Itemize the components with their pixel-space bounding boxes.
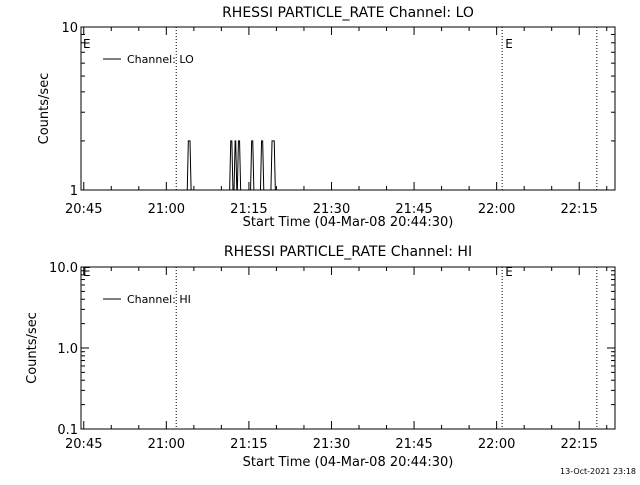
y-tick-label: 10.0 <box>49 261 78 276</box>
x-tick-label: 22:00 <box>478 202 515 217</box>
event-marker-label: E <box>83 265 91 279</box>
x-tick-label: 21:30 <box>313 202 350 217</box>
panel-hi: RHESSI PARTICLE_RATE Channel: HI Start Ti… <box>25 244 616 470</box>
legend-label: Channel: LO <box>127 53 194 66</box>
x-tick-label: 21:00 <box>148 202 185 217</box>
x-tick-label: 21:45 <box>395 202 432 217</box>
x-tick-label: 21:15 <box>230 202 267 217</box>
footer-timestamp: 13-Oct-2021 23:18 <box>560 467 636 476</box>
x-tick-label: 21:15 <box>230 437 267 452</box>
panel-lo: RHESSI PARTICLE_RATE Channel: LO Start Ti… <box>37 5 616 230</box>
y-tick-label: 1 <box>70 184 78 199</box>
x-tick-label: 20:45 <box>65 437 102 452</box>
series-line <box>186 140 276 191</box>
x-axis-label: Start Time (04-Mar-08 20:44:30) <box>243 215 454 230</box>
plot-frame <box>80 266 616 430</box>
x-tick-label: 20:45 <box>65 202 102 217</box>
x-tick-label: 22:15 <box>560 202 597 217</box>
x-tick-label: 21:30 <box>313 437 350 452</box>
y-axis-label: Counts/sec <box>37 73 52 145</box>
chart-title: RHESSI PARTICLE_RATE Channel: LO <box>222 5 474 21</box>
x-tick-label: 21:00 <box>148 437 185 452</box>
plot-frame <box>80 26 616 191</box>
legend-label: Channel: HI <box>127 293 191 306</box>
x-axis-label: Start Time (04-Mar-08 20:44:30) <box>243 455 454 470</box>
y-tick-label: 0.1 <box>57 423 78 438</box>
event-marker-label: E <box>505 265 513 279</box>
x-tick-label: 21:45 <box>395 437 432 452</box>
event-marker-label: E <box>505 37 513 51</box>
x-tick-label: 22:15 <box>560 437 597 452</box>
y-axis-label: Counts/sec <box>25 312 40 384</box>
event-marker-label: E <box>83 37 91 51</box>
x-tick-label: 22:00 <box>478 437 515 452</box>
y-tick-label: 1.0 <box>57 342 78 357</box>
y-tick-label: 10 <box>61 21 78 36</box>
chart-title: RHESSI PARTICLE_RATE Channel: HI <box>224 244 472 260</box>
